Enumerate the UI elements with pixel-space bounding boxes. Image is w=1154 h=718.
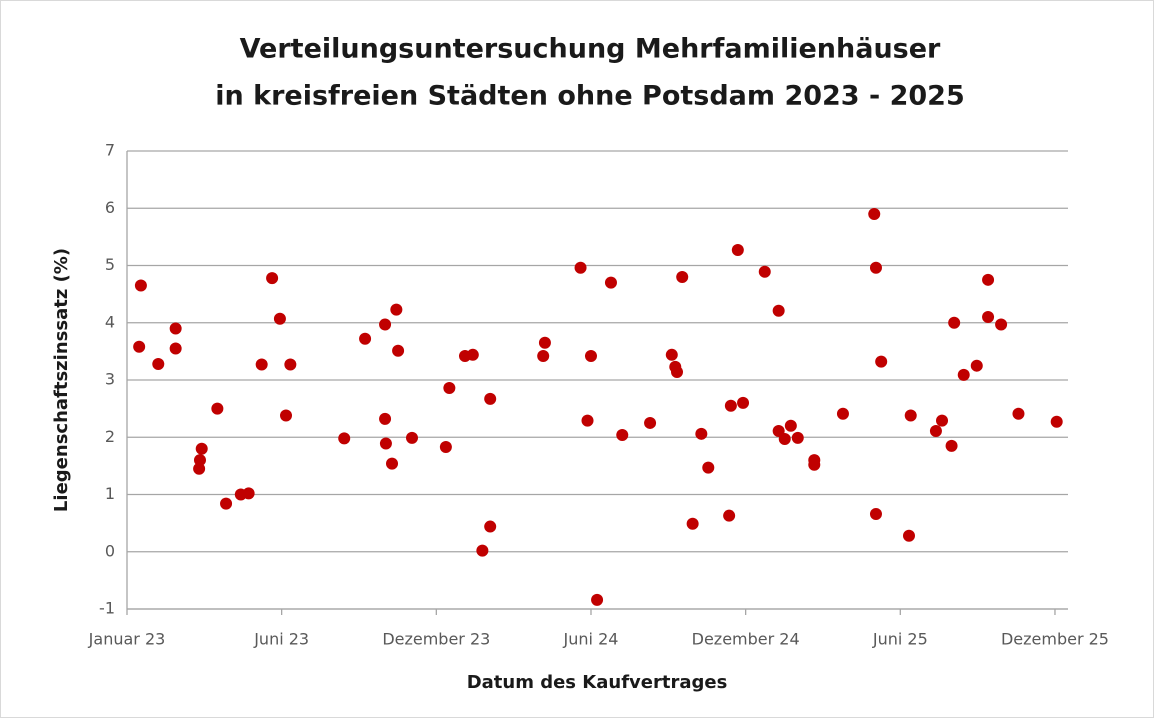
point (386, 457, 399, 470)
x-axis-title: Datum des Kaufvertrages (467, 672, 728, 693)
point (379, 412, 392, 425)
point (784, 419, 797, 432)
x-tick-label: Dezember 24 (692, 630, 800, 649)
x-tick-label: Dezember 25 (1001, 630, 1109, 649)
y-tick-label: 6 (105, 198, 115, 217)
x-tick-label: Juni 23 (253, 630, 309, 649)
point (152, 357, 165, 370)
point (791, 431, 804, 444)
point (945, 439, 958, 452)
point (808, 458, 821, 471)
point (772, 304, 785, 317)
y-tick-label: 7 (105, 141, 115, 160)
y-tick-label: 1 (105, 484, 115, 503)
point (379, 437, 392, 450)
point (970, 359, 983, 372)
point (379, 318, 392, 331)
point (538, 336, 551, 349)
point (284, 358, 297, 371)
point (644, 416, 657, 429)
point (902, 529, 915, 542)
point (724, 399, 737, 412)
point (731, 244, 744, 257)
point (929, 424, 942, 437)
x-tick-label: Juni 24 (563, 630, 619, 649)
point (584, 349, 597, 362)
point (280, 409, 293, 422)
point (443, 382, 456, 395)
point (338, 432, 351, 445)
point (778, 432, 791, 445)
point (169, 342, 182, 355)
point (392, 344, 405, 357)
y-tick-label: 0 (105, 541, 115, 560)
y-tick-label: -1 (99, 599, 115, 618)
point (982, 273, 995, 286)
point (982, 311, 995, 324)
point (195, 442, 208, 455)
point (193, 454, 206, 467)
point (359, 332, 372, 345)
y-tick-label: 3 (105, 370, 115, 389)
point (574, 261, 587, 274)
point (686, 517, 699, 530)
point (671, 365, 684, 378)
point (466, 348, 479, 361)
point (995, 318, 1008, 331)
y-tick-label: 4 (105, 312, 115, 331)
x-tick-label: Januar 23 (88, 630, 166, 649)
point (581, 414, 594, 427)
y-axis-title: Liegenschaftszinssatz (%) (51, 248, 72, 512)
point (1012, 407, 1025, 420)
y-tick-label: 2 (105, 427, 115, 446)
x-tick-label: Dezember 23 (382, 630, 490, 649)
point (484, 520, 497, 533)
y-tick-label: 5 (105, 255, 115, 274)
chart-title: Verteilungsuntersuchung Mehrfamilienhäus… (240, 34, 941, 65)
point (948, 316, 961, 329)
point (904, 409, 917, 422)
point (255, 358, 268, 371)
point (723, 509, 736, 522)
point (133, 340, 146, 353)
point (869, 507, 882, 520)
point (211, 402, 224, 415)
point (758, 265, 771, 278)
point (702, 461, 715, 474)
point (591, 593, 604, 606)
point (665, 348, 678, 361)
point (836, 407, 849, 420)
point (242, 487, 255, 500)
point (220, 497, 233, 510)
point (604, 276, 617, 289)
point (737, 396, 750, 409)
point (875, 355, 888, 368)
point (390, 303, 403, 316)
chart-title: in kreisfreien Städten ohne Potsdam 2023… (215, 81, 965, 112)
x-tick-label: Juni 25 (872, 630, 928, 649)
point (169, 322, 182, 335)
point (869, 261, 882, 274)
point (1050, 415, 1063, 428)
point (537, 349, 550, 362)
point (957, 368, 970, 381)
point (439, 440, 452, 453)
point (936, 414, 949, 427)
point (676, 270, 689, 283)
point (273, 312, 286, 325)
point (266, 272, 279, 285)
point (134, 279, 147, 292)
point (484, 392, 497, 405)
point (476, 544, 489, 557)
point (616, 428, 629, 441)
point (695, 427, 708, 440)
point (868, 207, 881, 220)
point (405, 431, 418, 444)
